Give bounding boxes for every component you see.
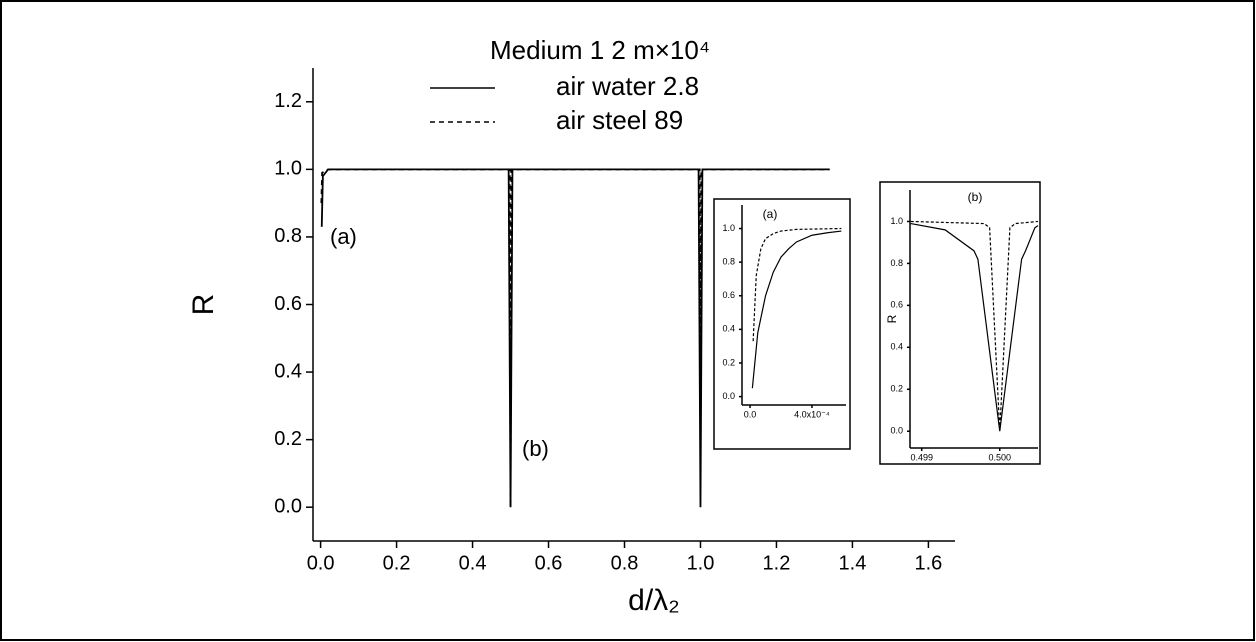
y-tick-label: 0.4 [890, 342, 903, 352]
y-tick-label: 1.0 [890, 216, 903, 226]
x-axis-label: d/λ₂ [628, 584, 680, 617]
y-tick-label: 1.2 [274, 90, 302, 112]
y-axis-label: R [885, 314, 899, 323]
y-tick-label: 0.0 [274, 495, 302, 517]
x-tick-label: 0.0 [307, 552, 335, 574]
y-tick-label: 0.4 [274, 360, 302, 382]
y-tick-label: 0.2 [890, 384, 903, 394]
y-tick-label: 0.6 [274, 293, 302, 315]
y-tick-label: 0.2 [274, 428, 302, 450]
x-tick-label: 0.499 [910, 453, 933, 463]
legend-title: Medium 1 2 m×10⁴ [490, 35, 710, 65]
y-tick-label: 0.2 [722, 357, 735, 367]
y-tick-label: 0.8 [890, 258, 903, 268]
inset-title: (a) [763, 207, 778, 221]
x-tick-label: 1.6 [915, 552, 943, 574]
y-tick-label: 0.8 [274, 225, 302, 247]
x-tick-label: 0.6 [535, 552, 563, 574]
inset-frame [879, 181, 1041, 465]
annotation: (a) [330, 224, 357, 249]
legend-label: air steel 89 [556, 105, 683, 135]
x-tick-label: 1.2 [763, 552, 791, 574]
x-tick-label: 0.4 [459, 552, 487, 574]
y-tick-label: 0.0 [890, 426, 903, 436]
y-axis-label: R [187, 294, 220, 316]
series-line [751, 230, 842, 389]
y-tick-label: 1.0 [274, 158, 302, 180]
x-tick-label: 4.0x10⁻⁴ [794, 410, 830, 420]
x-tick-label: 0.8 [611, 552, 639, 574]
y-tick-label: 0.8 [722, 257, 735, 267]
series-line [910, 222, 1039, 432]
y-tick-label: 0.6 [890, 300, 903, 310]
series-line [752, 227, 842, 342]
y-tick-label: 0.0 [722, 391, 735, 401]
x-tick-label: 0.500 [988, 453, 1011, 463]
inset-frame [713, 198, 851, 450]
x-tick-label: 1.4 [839, 552, 867, 574]
x-tick-label: 0.0 [744, 410, 757, 420]
annotation: (b) [522, 436, 549, 461]
series-line [320, 168, 830, 508]
inset-title: (b) [968, 190, 983, 204]
legend-label: air water 2.8 [556, 71, 699, 101]
x-tick-label: 1.0 [687, 552, 715, 574]
x-tick-label: 0.2 [383, 552, 411, 574]
y-tick-label: 0.6 [722, 290, 735, 300]
y-tick-label: 0.4 [722, 324, 735, 334]
y-tick-label: 1.0 [722, 223, 735, 233]
